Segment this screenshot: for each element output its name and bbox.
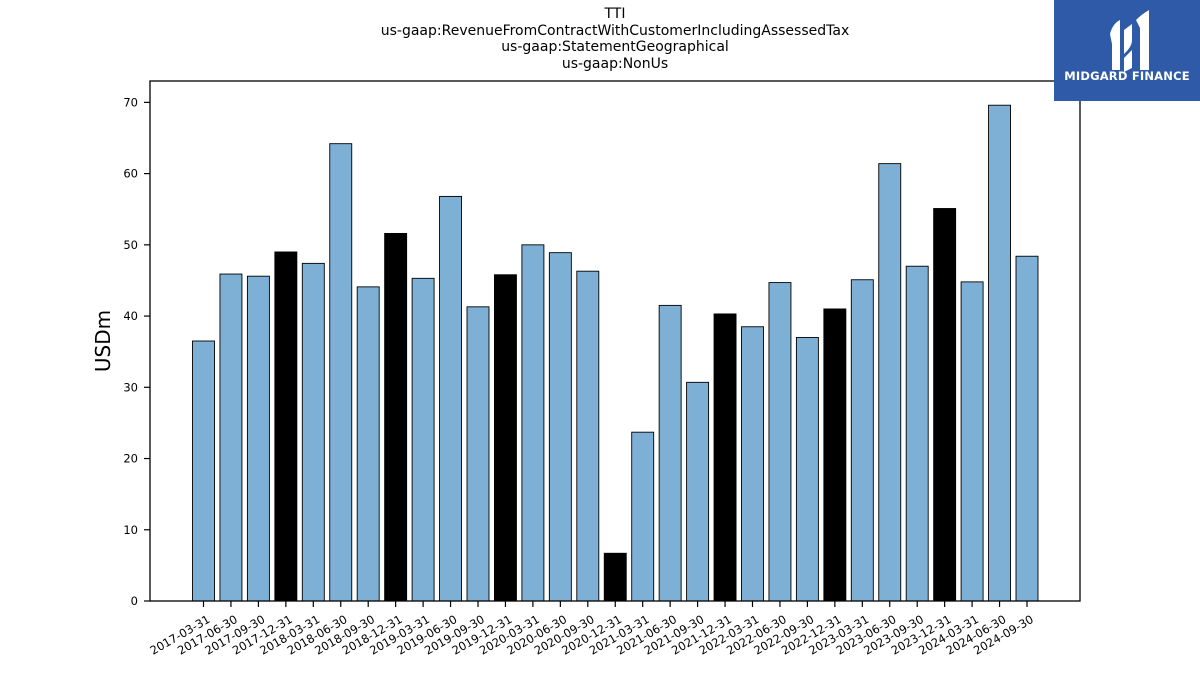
logo-text: MIDGARD FINANCE xyxy=(1064,69,1190,83)
y-tick-label: 50 xyxy=(123,238,138,252)
bar xyxy=(439,195,462,602)
bar xyxy=(329,143,353,602)
bar xyxy=(246,275,270,602)
chart-title: TTI us-gaap:RevenueFromContractWithCusto… xyxy=(150,6,1080,72)
bar xyxy=(741,326,764,602)
y-tick-label: 10 xyxy=(123,523,138,537)
y-tick-label: 40 xyxy=(123,309,138,323)
chart-title-line-2: us-gaap:RevenueFromContractWithCustomerI… xyxy=(380,22,850,39)
midgard-logo: MIDGARD FINANCE xyxy=(1054,0,1200,101)
bar xyxy=(274,251,298,602)
bar xyxy=(356,286,380,602)
bar xyxy=(301,262,325,602)
bar xyxy=(905,265,929,602)
bar xyxy=(631,431,655,602)
bar xyxy=(411,277,435,602)
bar xyxy=(384,232,408,602)
bar xyxy=(878,163,902,602)
y-axis-label: USDm xyxy=(91,310,115,372)
bar xyxy=(850,279,874,602)
bar xyxy=(960,281,984,602)
chart-title-line-3: us-gaap:StatementGeographical xyxy=(501,39,729,55)
bar xyxy=(933,208,957,602)
y-tick-label: 30 xyxy=(123,380,138,394)
bar xyxy=(192,340,215,602)
bar xyxy=(466,306,490,602)
y-tick-label: 70 xyxy=(123,95,138,109)
midgard-logo-icon xyxy=(1110,10,1149,72)
bar xyxy=(576,270,600,602)
bar xyxy=(1015,255,1039,602)
bar xyxy=(768,282,792,602)
bar xyxy=(521,244,545,602)
y-tick-label: 0 xyxy=(131,594,138,608)
bar xyxy=(713,313,737,602)
bar xyxy=(823,308,847,602)
y-tick-label: 60 xyxy=(123,167,138,181)
bar xyxy=(988,104,1011,602)
bar xyxy=(603,552,627,602)
bar xyxy=(219,273,243,602)
chart-title-line-1: TTI xyxy=(604,6,626,22)
bar xyxy=(548,252,572,602)
y-tick-label: 20 xyxy=(123,452,138,466)
bar xyxy=(795,336,819,602)
bar xyxy=(658,304,682,602)
bar xyxy=(494,274,517,602)
chart-title-line-4: us-gaap:NonUs xyxy=(561,55,669,72)
bar xyxy=(686,381,710,602)
